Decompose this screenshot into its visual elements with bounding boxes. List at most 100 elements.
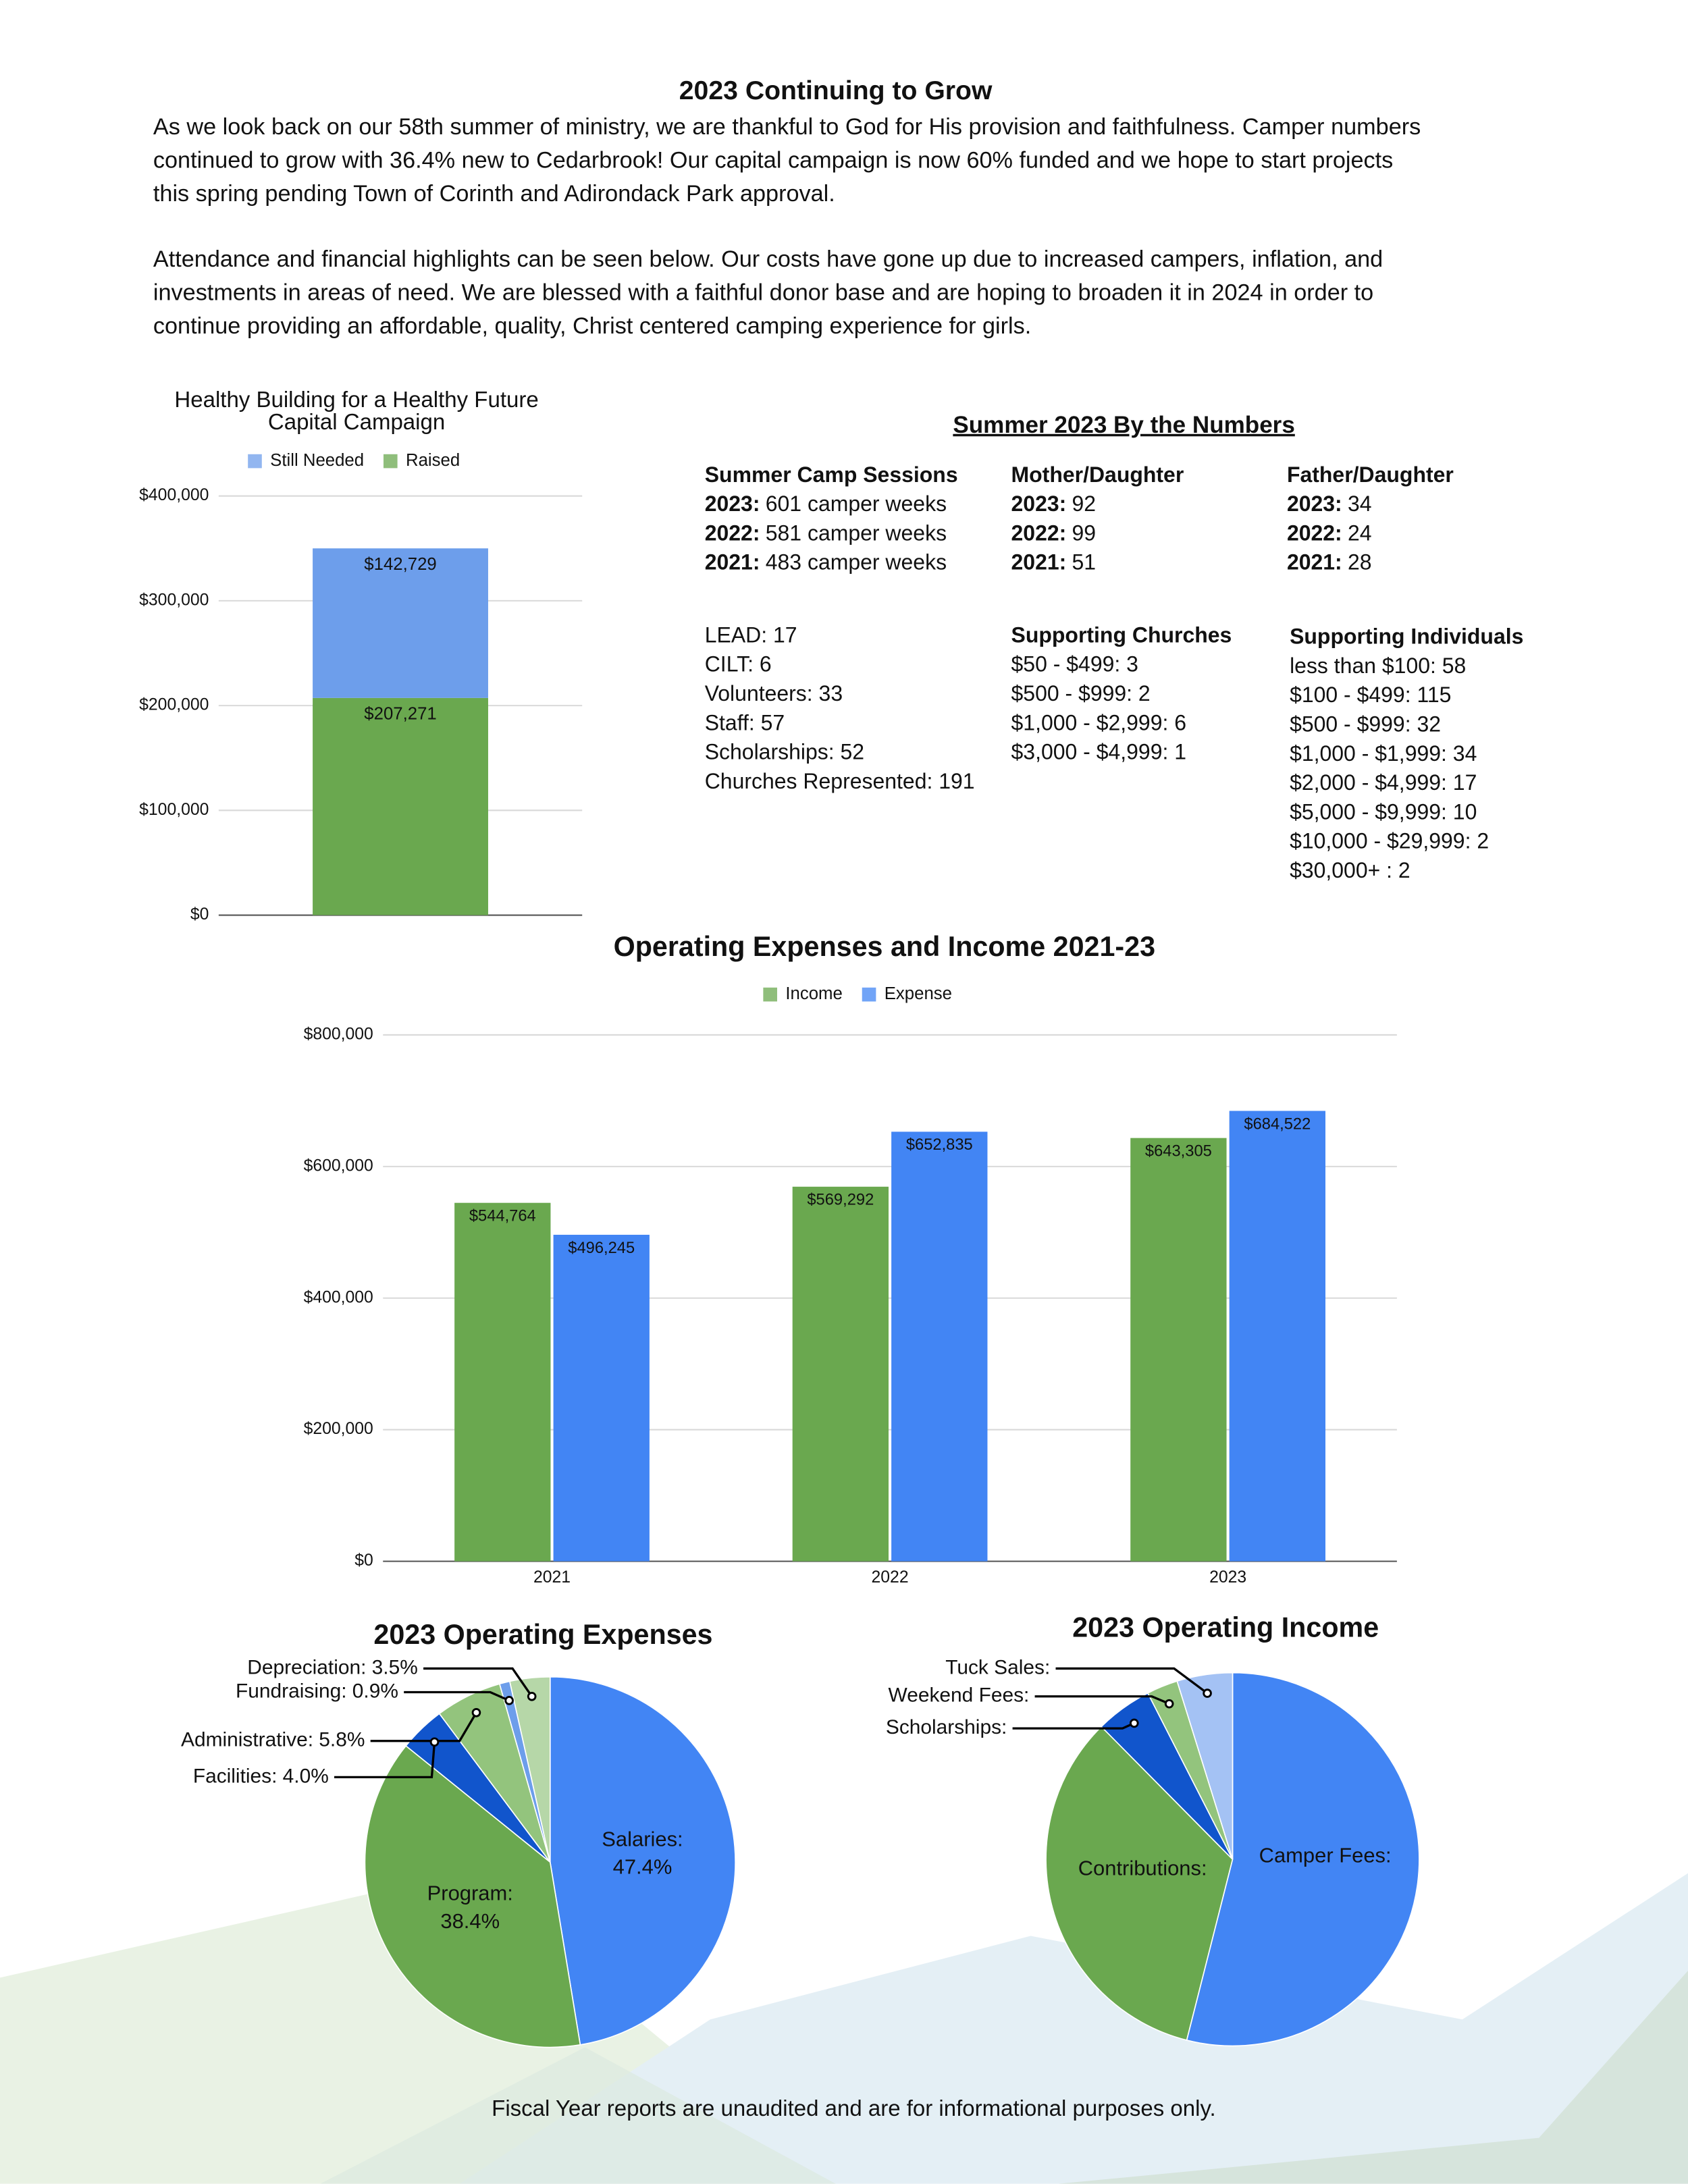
stat-value: 24	[1348, 521, 1372, 545]
stat-line: $5,000 - $9,999: 10	[1290, 799, 1477, 824]
group-heading: Summer Camp Sessions	[705, 462, 958, 487]
stat-line: CILT: 6	[705, 652, 772, 676]
bar-value-label: $142,729	[364, 555, 436, 574]
bar	[1130, 1138, 1227, 1562]
group-heading: Supporting Churches	[1011, 622, 1232, 647]
stat-label: 2021:	[1287, 550, 1342, 575]
stat-line: less than $100: 58	[1290, 654, 1466, 678]
page-title: 2023 Continuing to Grow	[679, 76, 993, 105]
legend-label: Still Needed	[270, 451, 364, 470]
legend-label: Income	[785, 984, 843, 1003]
slice-value: 0.9%	[352, 1680, 398, 1702]
stat-label: 2023:	[705, 492, 760, 516]
paragraph-line: continued to grow with 36.4% new to Ceda…	[153, 148, 1393, 174]
slice-category: Fundraising:	[236, 1680, 346, 1702]
stat-value: 581 camper weeks	[766, 521, 947, 545]
stat-line: 2023: 92	[1011, 492, 1097, 516]
stat-line: $500 - $999: 2	[1011, 681, 1151, 705]
callout-dot	[1203, 1688, 1212, 1698]
callout-line	[423, 1667, 533, 1697]
y-tick-label: $200,000	[139, 696, 209, 714]
stat-line: 2022: 99	[1011, 521, 1097, 545]
slice-category: Contributions:	[1078, 1857, 1207, 1880]
callout-dot	[471, 1707, 481, 1717]
y-tick-label: $400,000	[304, 1288, 373, 1306]
stat-line: Scholarships: 52	[705, 740, 864, 764]
bar-segment	[313, 697, 488, 915]
stat-line: $1,000 - $2,999: 6	[1011, 710, 1187, 735]
slice-value: 4.0%	[283, 1765, 329, 1787]
pie-slice	[549, 1676, 736, 2046]
slice-category: Tuck Sales:	[945, 1656, 1050, 1678]
slice-label: Facilities: 4.0%	[193, 1765, 329, 1787]
slice-category: Administrative:	[181, 1729, 313, 1751]
legend-label: Expense	[885, 984, 952, 1003]
stat-line: 2022: 581 camper weeks	[705, 521, 947, 545]
background-decoration	[0, 1873, 1688, 2184]
slice-category: Depreciation:	[247, 1656, 366, 1678]
pie-slice	[1045, 1726, 1234, 2041]
legend-swatch	[763, 987, 777, 1002]
pie-slice	[1176, 1672, 1234, 1860]
bar-value-label: $544,764	[469, 1208, 536, 1225]
slice-label: Salaries: 47.4%	[602, 1828, 683, 1879]
bar	[553, 1234, 650, 1562]
callout-line	[370, 1711, 477, 1742]
slice-label: Contributions:	[1078, 1857, 1207, 1880]
slice-label: Depreciation: 3.5%	[247, 1656, 418, 1678]
slice-value: 3.5%	[372, 1656, 418, 1678]
stat-line: $100 - $499: 115	[1290, 683, 1451, 707]
stat-value: 483 camper weeks	[766, 550, 947, 575]
chart-title: Operating Expenses and Income 2021-23	[614, 931, 1155, 962]
paragraph-line: investments in areas of need. We are ble…	[153, 280, 1373, 306]
callout-dot	[1129, 1718, 1139, 1728]
chart-title: 2023 Operating Expenses	[373, 1619, 712, 1650]
stat-value: 28	[1348, 550, 1372, 575]
bar	[792, 1186, 889, 1562]
callout-line	[1034, 1695, 1170, 1705]
stat-line: $10,000 - $29,999: 2	[1290, 829, 1489, 853]
legend-swatch	[383, 454, 398, 469]
bar-value-label: $643,305	[1145, 1143, 1212, 1161]
callout-dot	[429, 1737, 440, 1747]
pie-slice	[364, 1744, 581, 2048]
y-tick-label: $800,000	[304, 1025, 373, 1043]
slice-value: 38.4%	[440, 1909, 500, 1933]
stat-value: 34	[1348, 492, 1372, 516]
decor-shape	[1058, 1971, 1688, 2184]
stat-label: 2021:	[1011, 550, 1067, 575]
callout-line	[1055, 1667, 1209, 1695]
slice-category: Facilities:	[193, 1765, 278, 1787]
bar-value-label: $652,835	[906, 1136, 973, 1154]
slice-category: Program:	[427, 1882, 513, 1905]
legend-label: Raised	[406, 451, 460, 470]
stat-line: Staff: 57	[705, 710, 785, 735]
group-heading: Mother/Daughter	[1011, 462, 1184, 487]
slice-label: Weekend Fees:	[889, 1684, 1030, 1707]
callout-line	[334, 1742, 436, 1779]
bar-segment	[313, 548, 488, 698]
x-tick-label: 2021	[533, 1568, 571, 1587]
stat-label: 2022:	[1011, 521, 1067, 545]
stat-value: 601 camper weeks	[766, 492, 947, 516]
bar	[891, 1131, 988, 1562]
slice-value: 5.8%	[319, 1729, 365, 1751]
stat-line: $30,000+ : 2	[1290, 858, 1410, 882]
slice-label: Fundraising: 0.9%	[236, 1680, 398, 1702]
legend-swatch	[248, 454, 262, 469]
chart-title: Capital Campaign	[268, 409, 445, 434]
stat-line: 2023: 34	[1287, 492, 1372, 516]
callout-dot	[1164, 1699, 1174, 1709]
stat-line: $2,000 - $4,999: 17	[1290, 770, 1477, 795]
group-heading: Father/Daughter	[1287, 462, 1454, 487]
stat-label: 2022:	[705, 521, 760, 545]
slice-label: Scholarships:	[886, 1716, 1007, 1738]
stat-line: 2021: 28	[1287, 550, 1372, 575]
stat-line: $1,000 - $1,999: 34	[1290, 741, 1477, 766]
y-tick-label: $400,000	[139, 486, 209, 504]
stat-value: 51	[1072, 550, 1097, 575]
paragraph-line: continue providing an affordable, qualit…	[153, 313, 1031, 339]
stat-line: 2023: 601 camper weeks	[705, 492, 947, 516]
